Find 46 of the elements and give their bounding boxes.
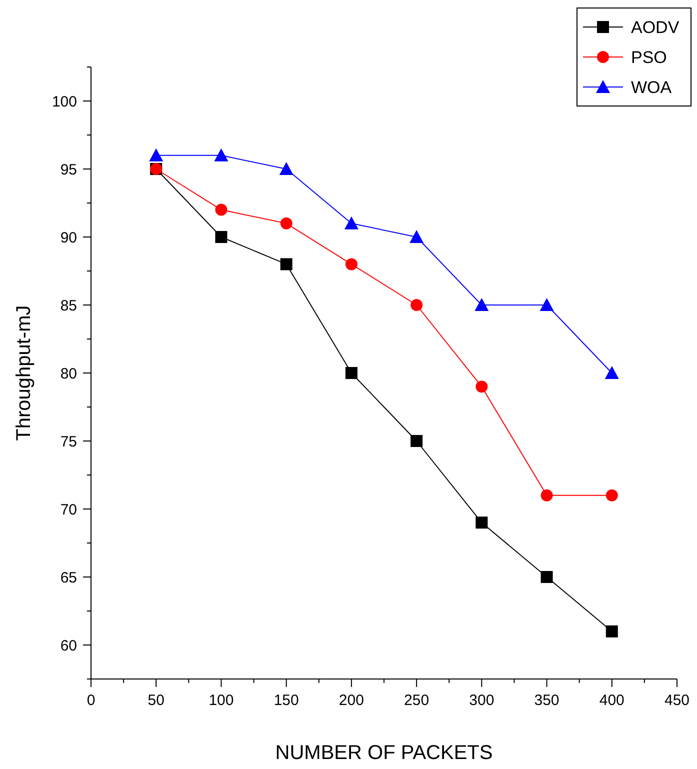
point xyxy=(476,516,488,529)
point xyxy=(410,230,424,243)
point xyxy=(474,298,489,311)
point xyxy=(606,625,618,638)
x-tick-label: 350 xyxy=(534,692,560,709)
y-tick-label: 85 xyxy=(60,297,77,314)
point xyxy=(476,380,488,393)
point xyxy=(215,204,228,216)
point xyxy=(280,217,292,230)
x-tick-label: 400 xyxy=(599,692,624,709)
point xyxy=(149,148,164,162)
point xyxy=(344,216,358,230)
y-axis-title: Throughput-mJ xyxy=(13,305,35,441)
point xyxy=(410,299,423,311)
point xyxy=(215,231,228,243)
y-tick-label: 70 xyxy=(60,501,77,518)
point xyxy=(280,258,292,270)
point xyxy=(540,571,553,583)
x-tick-label: 50 xyxy=(148,692,164,709)
point xyxy=(540,298,554,311)
point xyxy=(604,366,619,379)
point xyxy=(345,258,358,270)
x-tick-label: 250 xyxy=(404,692,430,709)
x-axis-title: NUMBER OF PACKETS xyxy=(275,742,493,764)
point xyxy=(606,489,618,502)
x-tick-label: 300 xyxy=(469,692,494,709)
x-tick-label: 150 xyxy=(274,692,299,709)
y-tick-label: 60 xyxy=(60,637,77,654)
x-tick-label: 0 xyxy=(86,692,96,709)
x-tick-label: 100 xyxy=(208,692,234,709)
point xyxy=(540,489,553,502)
point xyxy=(279,162,294,175)
legend-label: WOA xyxy=(631,78,672,97)
point xyxy=(214,148,228,162)
x-tick-label: 200 xyxy=(338,692,364,709)
y-tick-label: 80 xyxy=(60,365,77,382)
y-tick-label: 95 xyxy=(60,161,77,178)
y-tick-label: 65 xyxy=(60,569,77,586)
legend-label: PSO xyxy=(631,48,667,67)
x-tick-label: 450 xyxy=(664,692,690,709)
y-tick-label: 90 xyxy=(60,229,77,246)
y-tick-label: 100 xyxy=(52,93,77,110)
y-tick-label: 75 xyxy=(60,433,77,450)
legend-label: AODV xyxy=(631,18,680,37)
point xyxy=(345,367,358,379)
point xyxy=(410,435,423,447)
